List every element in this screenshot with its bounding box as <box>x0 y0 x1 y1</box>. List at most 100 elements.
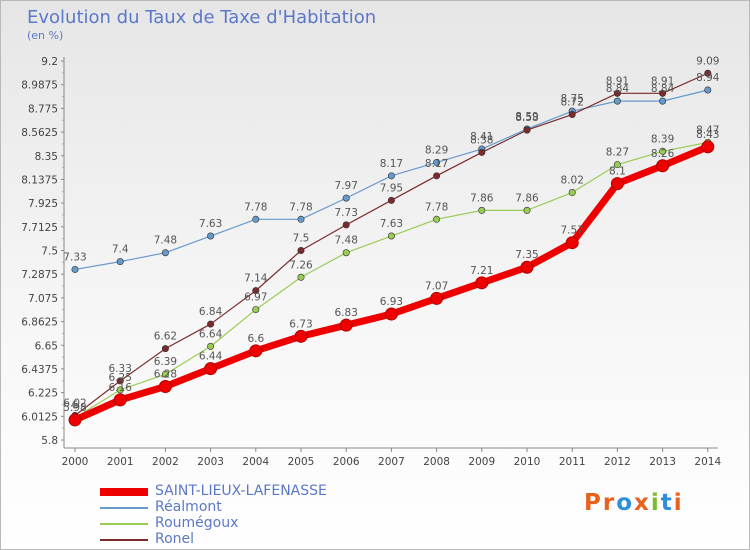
data-label: 6.16 <box>109 382 133 394</box>
data-point <box>71 265 79 273</box>
data-label: 7.21 <box>470 265 493 277</box>
logo-letter: i <box>650 490 661 516</box>
data-point <box>161 345 169 353</box>
data-point <box>294 329 308 343</box>
data-label: 8.47 <box>696 124 719 136</box>
data-point <box>659 147 667 155</box>
data-point <box>342 221 350 229</box>
data-label: 8.39 <box>651 133 674 145</box>
data-label: 8.26 <box>651 148 675 160</box>
data-label: 7.86 <box>515 192 539 204</box>
y-tick-label: 8.9875 <box>21 80 58 92</box>
y-tick-label: 8.775 <box>28 103 58 115</box>
data-label: 6.6 <box>247 333 264 345</box>
data-label: 8.84 <box>651 83 675 95</box>
data-label: 8.91 <box>651 75 674 87</box>
logo-letter: r <box>602 490 617 516</box>
x-tick-label: 2004 <box>242 456 269 468</box>
logo-letter: i <box>673 490 684 516</box>
data-point <box>297 215 305 223</box>
data-point <box>523 126 531 134</box>
data-label: 7.78 <box>244 201 267 213</box>
chart-title: Evolution du Taux de Taxe d'Habitation <box>27 7 377 28</box>
data-label: 8.17 <box>425 158 448 170</box>
data-label: 6.97 <box>244 292 267 304</box>
data-label: 6.62 <box>154 331 177 343</box>
data-point <box>659 97 667 105</box>
data-point <box>161 370 169 378</box>
y-tick-label: 6.4375 <box>21 364 58 376</box>
y-tick-label: 8.5625 <box>21 127 58 139</box>
data-label: 7.33 <box>63 251 86 263</box>
data-point <box>523 206 531 214</box>
x-tick-label: 2010 <box>514 456 541 468</box>
data-label: 8.1 <box>609 166 626 178</box>
data-label: 7.86 <box>470 192 494 204</box>
legend-swatch <box>100 507 148 509</box>
data-label: 6.64 <box>199 328 223 340</box>
data-label: 8.75 <box>561 93 584 105</box>
data-label: 7.78 <box>289 201 312 213</box>
data-label: 6.02 <box>63 397 86 409</box>
data-point <box>252 287 260 295</box>
data-label: 7.5 <box>293 233 310 245</box>
data-label: 9.09 <box>696 55 719 67</box>
data-point <box>430 291 444 305</box>
data-point <box>68 413 82 427</box>
data-label: 8.91 <box>606 75 629 87</box>
y-tick-label: 6.8625 <box>21 317 58 329</box>
data-point <box>249 344 263 358</box>
logo-letter: P <box>584 490 603 516</box>
data-point <box>204 362 218 376</box>
x-tick-label: 2002 <box>152 456 179 468</box>
y-tick-label: 7.2875 <box>21 269 58 281</box>
data-label: 6.93 <box>380 296 403 308</box>
data-label: 7.07 <box>425 280 448 292</box>
data-label: 8.58 <box>515 112 538 124</box>
legend-label: Ronel <box>155 531 195 547</box>
data-point <box>342 249 350 257</box>
data-point <box>161 249 169 257</box>
chart-subtitle: (en %) <box>27 29 64 42</box>
data-label: 8.17 <box>380 158 403 170</box>
legend-item: Réalmont <box>100 499 400 516</box>
proxiti-logo: Proxiti <box>584 490 684 516</box>
data-point <box>207 342 215 350</box>
y-tick-label: 7.075 <box>28 293 58 305</box>
data-point <box>387 232 395 240</box>
data-label: 7.14 <box>244 273 268 285</box>
data-label: 8.94 <box>696 72 720 84</box>
data-label: 6.44 <box>199 351 223 363</box>
data-label: 8.29 <box>425 144 448 156</box>
logo-letter: o <box>616 490 635 516</box>
x-tick-label: 2007 <box>378 456 405 468</box>
x-tick-label: 2006 <box>333 456 360 468</box>
x-tick-label: 2008 <box>423 456 450 468</box>
data-point <box>659 89 667 97</box>
data-label: 6.39 <box>154 356 177 368</box>
data-label: 6 <box>72 400 79 412</box>
data-point <box>704 86 712 94</box>
data-label: 7.48 <box>154 235 177 247</box>
y-tick-label: 5.8 <box>41 435 58 447</box>
data-label: 8.02 <box>561 175 584 187</box>
data-label: 6.84 <box>199 306 223 318</box>
x-tick-label: 2005 <box>288 456 315 468</box>
y-tick-label: 7.7125 <box>21 222 58 234</box>
y-tick-label: 7.925 <box>28 198 58 210</box>
y-tick-label: 7.5 <box>41 246 58 258</box>
x-tick-label: 2014 <box>694 456 721 468</box>
legend: SAINT-LIEUX-LAFENASSE Réalmont Roumégoux… <box>100 483 400 548</box>
data-point <box>116 258 124 266</box>
data-point <box>433 172 441 180</box>
legend-swatch <box>100 523 148 525</box>
data-point <box>339 318 353 332</box>
data-label: 8.43 <box>696 129 719 141</box>
data-label: 6.28 <box>154 368 177 380</box>
legend-label: Roumégoux <box>155 515 239 531</box>
data-label: 7.35 <box>515 249 538 261</box>
data-point <box>704 69 712 77</box>
data-label: 7.63 <box>199 218 222 230</box>
data-point <box>565 236 579 250</box>
